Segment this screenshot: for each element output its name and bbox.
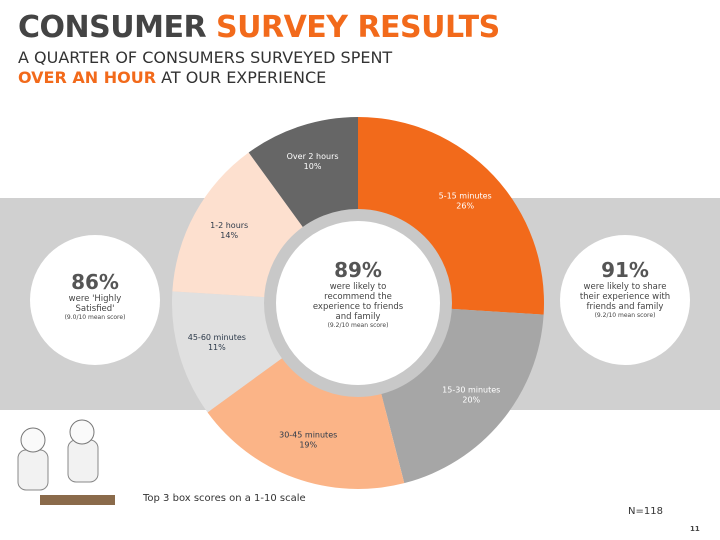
- callout-figure: 89%: [334, 258, 382, 282]
- figurines: [17, 419, 115, 505]
- segment-label: Over 2 hours: [287, 152, 339, 161]
- value-label: 10%: [304, 162, 322, 171]
- callout: 86% were 'Highly Satisfied' (9.0/10 mean…: [45, 270, 145, 321]
- donut-segment: [358, 117, 544, 315]
- sample-size: N=118: [628, 506, 663, 517]
- subtitle: A QUARTER OF CONSUMERS SURVEYED SPENT: [18, 48, 393, 67]
- title: CONSUMER SURVEY RESULTS: [18, 10, 500, 45]
- callout-note: (9.2/10 mean score): [594, 312, 656, 319]
- donut-segment: [248, 117, 358, 232]
- callout-text: were likely to recommend the experience …: [312, 282, 404, 322]
- callout: 89% were likely to recommend the experie…: [298, 258, 418, 329]
- donut-segment: [172, 291, 287, 413]
- value-label: 19%: [299, 440, 317, 449]
- segment-label: 45-60 minutes: [188, 333, 246, 342]
- segment-label: 1-2 hours: [210, 221, 248, 230]
- callout-text: were likely to share their experience wi…: [579, 282, 671, 312]
- subtitle-accent: OVER AN HOUR: [18, 68, 157, 87]
- callout-figure: 91%: [601, 258, 649, 282]
- callout-figure: 86%: [71, 270, 119, 294]
- segment-label: 30-45 minutes: [279, 430, 337, 439]
- callout: 91% were likely to share their experienc…: [572, 258, 678, 319]
- value-label: 26%: [456, 201, 474, 210]
- value-label: 20%: [462, 396, 480, 405]
- segment-label: 15-30 minutes: [442, 386, 500, 395]
- value-label: 11%: [208, 343, 226, 352]
- callout-note: (9.0/10 mean score): [64, 314, 126, 321]
- title-accent: SURVEY RESULTS: [216, 10, 500, 45]
- title-dark: CONSUMER: [18, 10, 207, 45]
- value-label: 14%: [220, 231, 238, 240]
- donut-segment: [172, 152, 307, 298]
- page-number: 11: [690, 525, 700, 533]
- segment-label: 5-15 minutes: [439, 191, 492, 200]
- subtitle-rest: AT OUR EXPERIENCE: [161, 68, 327, 87]
- left-circle: [30, 235, 160, 365]
- callout-text: were 'Highly Satisfied': [68, 294, 122, 314]
- callout-note: (9.2/10 mean score): [327, 322, 389, 329]
- donut-segment: [207, 354, 405, 489]
- right-circle: [560, 235, 690, 365]
- donut-hole: [264, 209, 452, 397]
- footnote: Top 3 box scores on a 1-10 scale: [143, 493, 306, 504]
- donut-segment: [379, 308, 544, 484]
